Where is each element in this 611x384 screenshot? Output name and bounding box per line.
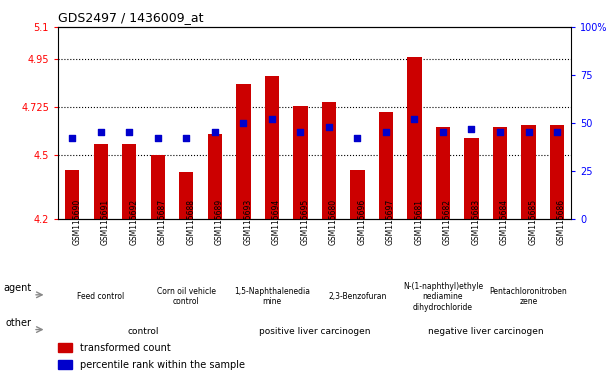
Text: Pentachloronitroben
zene: Pentachloronitroben zene (489, 287, 568, 306)
Bar (322, 101, 336, 219)
Point (267, 116, 277, 122)
Bar (436, 127, 450, 219)
Text: GSM115686: GSM115686 (557, 199, 566, 245)
Text: positive liver carcinogen: positive liver carcinogen (259, 327, 370, 336)
Bar (122, 144, 136, 219)
Bar (493, 127, 507, 219)
Bar (521, 125, 536, 219)
Text: GSM115688: GSM115688 (186, 199, 196, 245)
Text: GSM115680: GSM115680 (329, 199, 338, 245)
Bar (236, 84, 251, 219)
Point (467, 126, 477, 132)
Point (210, 129, 220, 136)
Text: GSM115685: GSM115685 (529, 199, 538, 245)
Bar (93, 144, 108, 219)
Text: control: control (128, 327, 159, 336)
Bar (151, 155, 165, 219)
Point (125, 129, 134, 136)
Bar (208, 134, 222, 219)
Text: GSM115697: GSM115697 (386, 199, 395, 245)
Bar (350, 170, 365, 219)
Point (296, 129, 306, 136)
Bar (408, 57, 422, 219)
Point (153, 135, 163, 141)
Text: 1,5-Naphthalenedia
mine: 1,5-Naphthalenedia mine (234, 287, 310, 306)
Text: GSM115687: GSM115687 (158, 199, 167, 245)
Text: GSM115690: GSM115690 (72, 199, 81, 245)
Point (552, 129, 562, 136)
Point (524, 129, 533, 136)
Point (353, 135, 362, 141)
Text: GSM115689: GSM115689 (215, 199, 224, 245)
Point (495, 129, 505, 136)
Point (96, 129, 106, 136)
Text: GSM115681: GSM115681 (414, 199, 423, 245)
Text: percentile rank within the sample: percentile rank within the sample (80, 360, 245, 370)
Bar (179, 172, 194, 219)
Text: N-(1-naphthyl)ethyle
nediamine
dihydrochloride: N-(1-naphthyl)ethyle nediamine dihydroch… (403, 282, 483, 311)
Bar (550, 125, 564, 219)
Text: 2,3-Benzofuran: 2,3-Benzofuran (328, 292, 387, 301)
Point (381, 129, 391, 136)
Text: GSM115684: GSM115684 (500, 199, 509, 245)
Text: GSM115691: GSM115691 (101, 199, 110, 245)
Text: GSM115693: GSM115693 (243, 199, 252, 245)
Point (181, 135, 191, 141)
Bar (464, 138, 478, 219)
Point (67, 135, 77, 141)
Point (409, 116, 419, 122)
Point (324, 124, 334, 130)
Point (238, 120, 248, 126)
Bar (265, 76, 279, 219)
Bar (58, 360, 72, 369)
Bar (379, 112, 393, 219)
Text: GDS2497 / 1436009_at: GDS2497 / 1436009_at (58, 11, 203, 24)
Text: transformed count: transformed count (80, 343, 170, 353)
Text: GSM115692: GSM115692 (130, 199, 138, 245)
Text: Feed control: Feed control (77, 292, 125, 301)
Point (438, 129, 448, 136)
Text: GSM115696: GSM115696 (357, 199, 367, 245)
Text: other: other (6, 318, 32, 328)
Text: Corn oil vehicle
control: Corn oil vehicle control (157, 287, 216, 306)
Text: GSM115694: GSM115694 (272, 199, 281, 245)
Bar (65, 170, 79, 219)
Text: agent: agent (4, 283, 32, 293)
Text: GSM115683: GSM115683 (472, 199, 480, 245)
Bar (58, 343, 72, 352)
Text: GSM115682: GSM115682 (443, 199, 452, 245)
Bar (293, 106, 307, 219)
Text: negative liver carcinogen: negative liver carcinogen (428, 327, 544, 336)
Text: GSM115695: GSM115695 (301, 199, 309, 245)
